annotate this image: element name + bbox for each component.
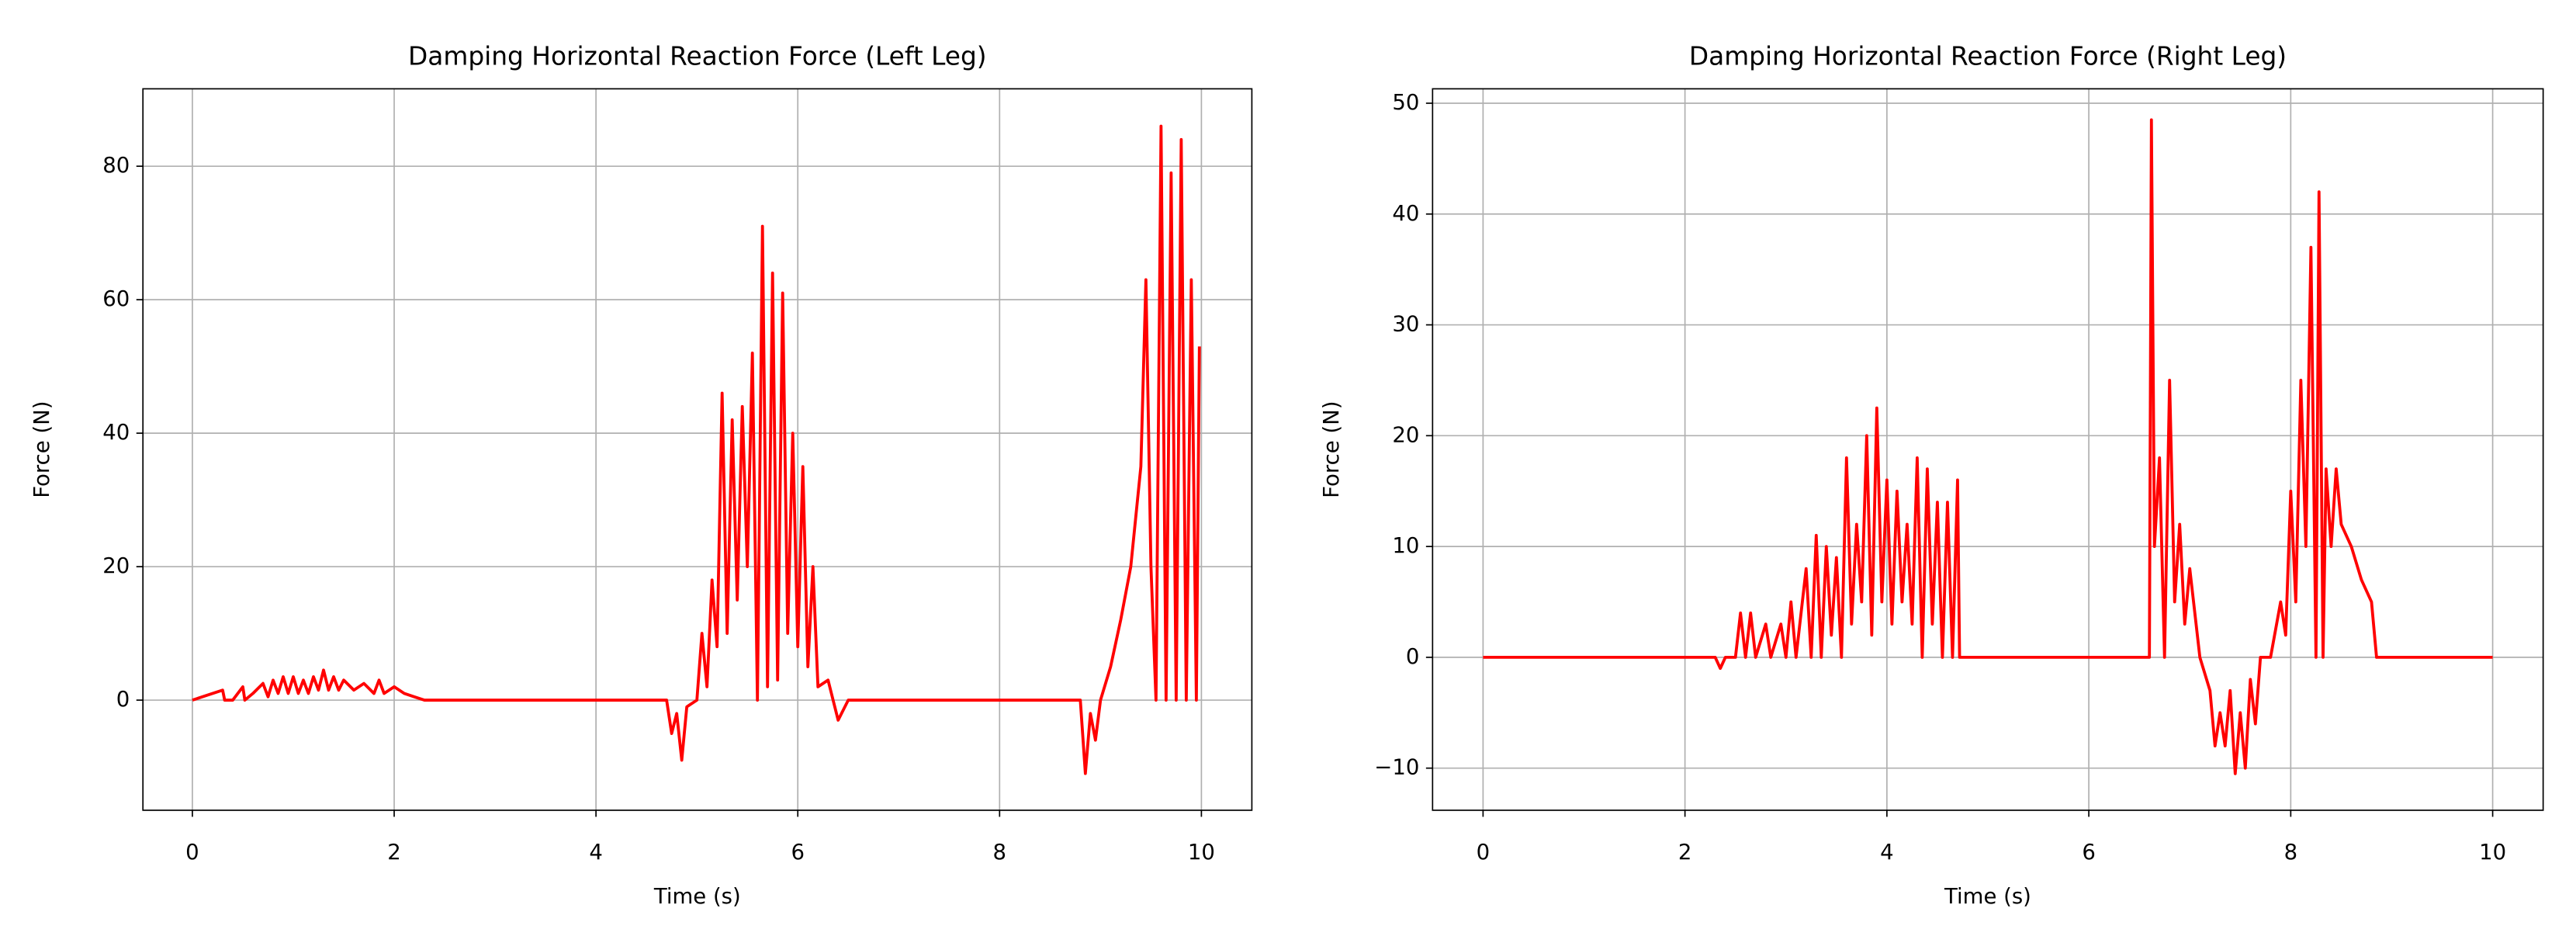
chart-title: Damping Horizontal Reaction Force (Left … <box>408 42 987 71</box>
axes-frame <box>142 88 1253 811</box>
y-tick-label: 0 <box>1406 644 1420 669</box>
x-tick-label: 0 <box>185 840 199 865</box>
x-tick-label: 4 <box>589 840 603 865</box>
x-tick-label: 6 <box>2082 840 2096 865</box>
x-tick-label: 2 <box>1678 840 1692 865</box>
y-tick-label: −10 <box>1374 755 1419 780</box>
y-axis-label: Force (N) <box>29 401 54 498</box>
y-tick-label: 10 <box>1392 533 1419 558</box>
x-tick-label: 8 <box>993 840 1007 865</box>
y-tick-label: 40 <box>1392 201 1419 226</box>
x-tick-label: 8 <box>2284 840 2298 865</box>
y-tick-label: 20 <box>102 553 130 578</box>
x-tick-label: 2 <box>387 840 401 865</box>
y-tick-label: 50 <box>1392 90 1419 115</box>
y-axis-label: Force (N) <box>1319 401 1344 498</box>
data-line <box>1483 118 2493 775</box>
x-tick-label: 0 <box>1477 840 1491 865</box>
x-axis-label: Time (s) <box>653 884 741 909</box>
y-tick-label: 40 <box>102 420 130 445</box>
y-tick-label: 60 <box>102 286 130 311</box>
x-tick-label: 6 <box>791 840 805 865</box>
y-tick-label: 0 <box>116 687 130 712</box>
x-axis-label: Time (s) <box>1944 884 2031 909</box>
axes-frame <box>1432 88 2544 811</box>
y-tick-label: 30 <box>1392 312 1419 337</box>
data-line <box>192 124 1201 775</box>
y-tick-label: 80 <box>102 153 130 178</box>
x-tick-label: 4 <box>1880 840 1894 865</box>
chart-title: Damping Horizontal Reaction Force (Right… <box>1689 42 2287 71</box>
x-tick-label: 10 <box>2479 840 2506 865</box>
y-tick-label: 20 <box>1392 422 1419 447</box>
x-tick-label: 10 <box>1188 840 1215 865</box>
